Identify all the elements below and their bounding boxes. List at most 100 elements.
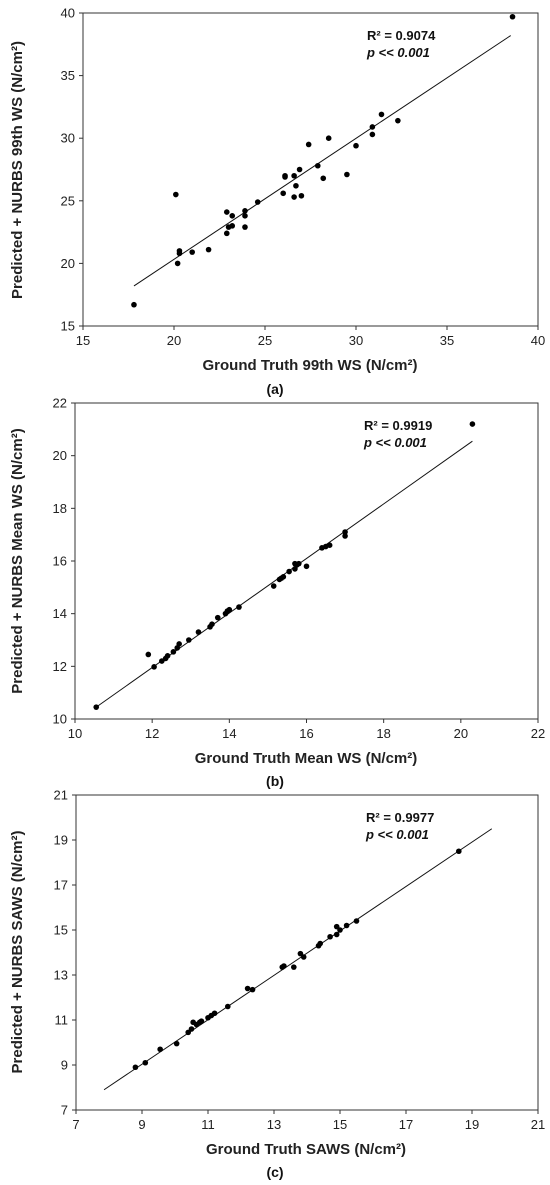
- y-tick-label: 11: [55, 1013, 69, 1028]
- y-tick-label: 14: [53, 606, 67, 621]
- data-point: [298, 192, 305, 199]
- data-point: [280, 574, 287, 580]
- x-ticks-a: 15 20 25 30 35 40: [76, 326, 545, 348]
- y-tick-label: 35: [61, 68, 75, 83]
- fit-line-a: [133, 35, 511, 287]
- data-point: [314, 162, 321, 169]
- caption-c: (c): [266, 1164, 283, 1180]
- data-point: [145, 651, 152, 658]
- data-point: [456, 848, 462, 855]
- data-point: [151, 664, 157, 670]
- r2-label-b: R² = 0.9919: [364, 418, 432, 433]
- data-point: [164, 653, 171, 659]
- x-tick-label: 15: [333, 1117, 347, 1132]
- data-point: [296, 166, 303, 173]
- r2-label-c: R² = 0.9977: [366, 810, 434, 825]
- data-point: [305, 141, 312, 148]
- x-tick-label: 20: [167, 333, 181, 348]
- y-ticks-c: 7 9 11 13 15 17 19 21: [54, 788, 76, 1118]
- r2-label-a: R² = 0.9074: [367, 28, 436, 43]
- data-point: [282, 172, 288, 179]
- x-axis-label-a: Ground Truth 99th WS (N/cm²): [203, 357, 418, 374]
- x-tick-label: 17: [399, 1117, 413, 1132]
- y-tick-label: 15: [54, 923, 68, 938]
- x-tick-label: 9: [138, 1117, 145, 1132]
- data-point: [317, 940, 324, 947]
- points-a: [131, 13, 516, 308]
- data-point: [188, 1026, 195, 1032]
- x-tick-label: 13: [267, 1117, 281, 1132]
- data-point: [343, 922, 350, 929]
- y-ticks-a: 15 20 25 30 35 40: [61, 6, 83, 334]
- data-point: [320, 175, 327, 182]
- x-tick-label: 22: [531, 726, 545, 741]
- y-ticks-b: 10 12 14 16 18 20 22: [53, 396, 75, 727]
- data-point: [353, 142, 359, 149]
- y-tick-label: 19: [54, 833, 68, 848]
- x-tick-label: 7: [72, 1117, 79, 1132]
- x-tick-label: 10: [68, 726, 82, 741]
- fit-line-c: [103, 828, 493, 1091]
- y-tick-label: 10: [53, 712, 67, 727]
- data-point: [291, 964, 297, 970]
- data-point: [236, 604, 242, 610]
- x-tick-label: 35: [440, 333, 454, 348]
- data-point: [300, 954, 307, 960]
- data-point: [173, 191, 179, 198]
- y-axis-label-b: Predicted + NURBS Mean WS (N/cm²): [9, 428, 26, 693]
- x-tick-label: 30: [349, 333, 363, 348]
- data-point: [211, 1010, 218, 1017]
- panel-c: 7 9 11 13 15 17 19 21 7 9 11 13 15 17 19 21 R² = 0.997…: [9, 788, 545, 1181]
- data-point: [242, 208, 248, 214]
- y-tick-label: 9: [61, 1058, 68, 1073]
- y-tick-label: 12: [53, 659, 67, 674]
- x-tick-label: 20: [454, 726, 468, 741]
- x-ticks-c: 7 9 11 13 15 17 19 21: [72, 1110, 545, 1132]
- data-point: [342, 533, 348, 539]
- data-point: [249, 986, 256, 993]
- x-tick-label: 25: [258, 333, 272, 348]
- y-tick-label: 17: [54, 878, 68, 893]
- data-point: [189, 249, 195, 255]
- data-point: [205, 246, 212, 253]
- data-point: [369, 131, 376, 138]
- data-point: [280, 190, 287, 197]
- y-tick-label: 13: [54, 968, 68, 983]
- x-tick-label: 19: [465, 1117, 479, 1132]
- y-tick-label: 30: [61, 131, 75, 146]
- data-point: [244, 985, 251, 992]
- data-point: [333, 931, 340, 938]
- y-tick-label: 18: [53, 501, 67, 516]
- data-point: [174, 260, 181, 267]
- x-tick-label: 12: [145, 726, 159, 741]
- plot-frame-b: [74, 402, 539, 720]
- data-point: [242, 224, 248, 230]
- data-point: [254, 199, 261, 205]
- points-c: [132, 848, 462, 1071]
- data-point: [173, 1040, 180, 1047]
- data-point: [131, 301, 137, 308]
- data-point: [157, 1046, 163, 1053]
- plot-frame-c: [75, 794, 539, 1111]
- y-tick-label: 7: [61, 1103, 68, 1118]
- y-tick-label: 16: [53, 554, 67, 569]
- data-point: [295, 560, 302, 567]
- y-axis-label-c: Predicted + NURBS SAWS (N/cm²): [9, 831, 26, 1074]
- y-axis-label-a: Predicted + NURBS 99th WS (N/cm²): [9, 41, 26, 299]
- caption-a: (a): [266, 381, 283, 397]
- data-point: [229, 223, 236, 229]
- y-tick-label: 25: [61, 193, 75, 208]
- data-point: [223, 209, 230, 215]
- data-point: [223, 230, 230, 237]
- data-point: [378, 111, 385, 118]
- data-point: [325, 135, 332, 141]
- data-point: [286, 568, 292, 575]
- y-tick-label: 22: [53, 396, 67, 411]
- x-tick-label: 16: [299, 726, 313, 741]
- data-point: [369, 124, 376, 130]
- caption-b: (b): [266, 773, 284, 789]
- data-point: [195, 629, 202, 635]
- data-point: [337, 927, 343, 933]
- data-point: [281, 963, 287, 969]
